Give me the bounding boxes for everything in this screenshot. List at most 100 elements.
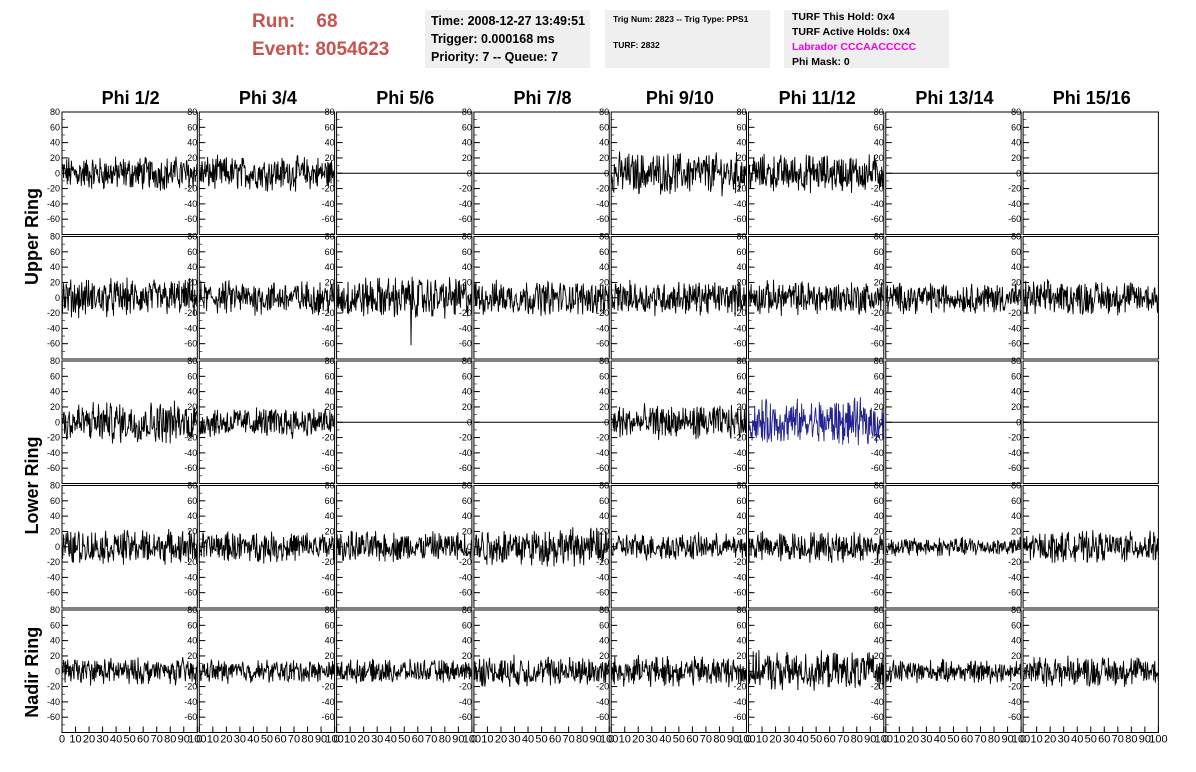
y-tick-label: 40 — [462, 262, 472, 272]
y-tick-label: -60 — [871, 712, 884, 722]
x-tick-label: 60 — [1098, 734, 1110, 746]
y-tick-label: 80 — [1011, 356, 1021, 366]
y-tick-label: 60 — [325, 122, 335, 132]
waveform-trace — [748, 650, 885, 691]
y-tick-label: 0 — [467, 417, 472, 427]
y-tick-label: -60 — [871, 339, 884, 349]
y-tick-label: -20 — [596, 682, 609, 692]
y-tick-label: -60 — [871, 214, 884, 224]
y-tick-label: -40 — [596, 697, 609, 707]
y-tick-label: 80 — [736, 107, 746, 117]
trig-panel: Trig Num: 2823 -- Trig Type: PPS1 TURF: … — [605, 10, 770, 68]
y-tick-label: 0 — [55, 168, 60, 178]
y-tick-label: -60 — [733, 588, 746, 598]
y-tick-label: -40 — [459, 572, 472, 582]
x-tick-label: 40 — [385, 734, 397, 746]
y-tick-label: 20 — [187, 526, 197, 536]
y-tick-label: 40 — [874, 511, 884, 521]
y-tick-label: 20 — [1011, 402, 1021, 412]
y-tick-label: 60 — [874, 371, 884, 381]
waveform-trace — [336, 658, 473, 684]
y-tick-label: 60 — [736, 247, 746, 257]
waveform-trace — [473, 527, 610, 567]
y-tick-label: 60 — [1011, 496, 1021, 506]
x-tick-label: 70 — [837, 734, 849, 746]
x-tick-label: 0 — [59, 734, 65, 746]
x-tick-label: 50 — [398, 734, 410, 746]
y-tick-label: -20 — [47, 682, 60, 692]
y-tick-label: 0 — [55, 293, 60, 303]
y-tick-label: -60 — [1008, 712, 1021, 722]
y-tick-label: 0 — [330, 168, 335, 178]
y-tick-label: 40 — [462, 511, 472, 521]
y-tick-label: 20 — [874, 526, 884, 536]
y-tick-label: 40 — [462, 387, 472, 397]
y-tick-label: 60 — [1011, 620, 1021, 630]
x-tick-label: 90 — [590, 734, 602, 746]
y-tick-label: 80 — [325, 605, 335, 615]
y-tick-label: 20 — [874, 153, 884, 163]
y-tick-label: 60 — [1011, 122, 1021, 132]
y-tick-label: 40 — [599, 387, 609, 397]
y-tick-label: -20 — [733, 433, 746, 443]
y-tick-label: 40 — [736, 511, 746, 521]
x-tick-label: 80 — [1125, 734, 1137, 746]
x-tick-label: 40 — [934, 734, 946, 746]
y-tick-label: -20 — [871, 557, 884, 567]
y-tick-label: 20 — [187, 651, 197, 661]
y-tick-label: -20 — [733, 184, 746, 194]
y-tick-label: -20 — [459, 433, 472, 443]
y-tick-label: 20 — [462, 402, 472, 412]
y-tick-label: -40 — [733, 572, 746, 582]
x-tick-label: 40 — [110, 734, 122, 746]
run-value: 68 — [316, 11, 338, 32]
y-tick-label: 60 — [462, 371, 472, 381]
y-tick-label: 0 — [192, 293, 197, 303]
x-tick-label: 70 — [974, 734, 986, 746]
y-tick-label: 80 — [187, 481, 197, 491]
x-tick-label: 20 — [495, 734, 507, 746]
y-tick-label: 0 — [741, 542, 746, 552]
y-tick-label: 80 — [1011, 107, 1021, 117]
y-tick-label: 0 — [604, 542, 609, 552]
y-tick-label: 0 — [192, 417, 197, 427]
y-tick-label: 20 — [736, 651, 746, 661]
x-tick-label: 100 — [600, 734, 618, 746]
y-tick-label: 0 — [879, 417, 884, 427]
x-tick-label: 10 — [1031, 734, 1043, 746]
y-tick-label: 60 — [462, 122, 472, 132]
y-tick-label: -20 — [733, 308, 746, 318]
y-tick-label: 60 — [325, 496, 335, 506]
y-tick-label: -20 — [733, 557, 746, 567]
y-tick-label: 80 — [50, 605, 60, 615]
column-header: Phi 5/6 — [376, 88, 434, 108]
y-tick-label: 0 — [879, 666, 884, 676]
x-tick-label: 40 — [247, 734, 259, 746]
y-tick-label: -20 — [1008, 184, 1021, 194]
x-tick-label: 20 — [220, 734, 232, 746]
y-tick-label: -60 — [1008, 463, 1021, 473]
y-tick-label: 60 — [462, 247, 472, 257]
y-tick-label: 40 — [325, 636, 335, 646]
y-tick-label: -60 — [733, 339, 746, 349]
y-tick-label: 20 — [187, 277, 197, 287]
y-tick-label: -20 — [871, 184, 884, 194]
y-tick-label: -60 — [184, 339, 197, 349]
y-tick-label: 60 — [599, 496, 609, 506]
y-tick-label: -60 — [184, 712, 197, 722]
x-tick-label: 30 — [783, 734, 795, 746]
y-tick-label: 40 — [187, 262, 197, 272]
y-tick-label: 40 — [736, 138, 746, 148]
y-tick-label: 40 — [874, 138, 884, 148]
x-tick-label: 80 — [713, 734, 725, 746]
x-tick-label: 60 — [961, 734, 973, 746]
y-tick-label: -40 — [47, 448, 60, 458]
y-tick-label: 60 — [874, 122, 884, 132]
y-tick-label: 40 — [50, 387, 60, 397]
waveform-trace — [198, 531, 336, 564]
y-tick-label: -20 — [47, 184, 60, 194]
y-tick-label: 80 — [874, 232, 884, 242]
y-tick-label: 40 — [325, 262, 335, 272]
y-tick-label: -60 — [596, 214, 609, 224]
